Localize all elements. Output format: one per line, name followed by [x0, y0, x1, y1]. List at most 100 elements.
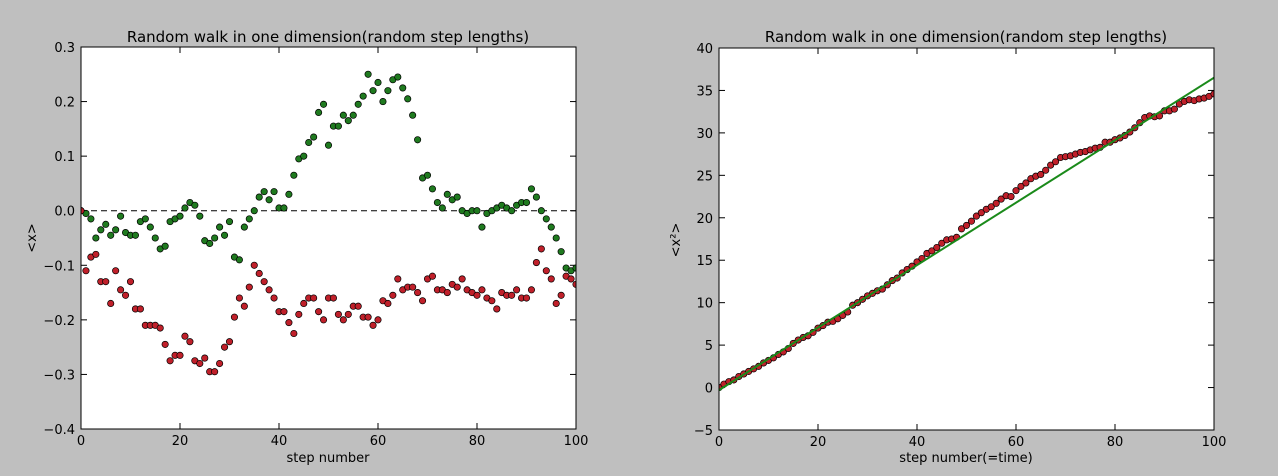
- data-point: [265, 286, 273, 294]
- data-point: [196, 212, 204, 220]
- data-point: [260, 188, 268, 196]
- data-point: [473, 291, 481, 299]
- data-point: [211, 234, 219, 242]
- x-tick-label: 60: [370, 434, 387, 449]
- x-tick-label: 20: [172, 434, 189, 449]
- data-point: [977, 209, 985, 217]
- data-point: [438, 204, 446, 212]
- data-point: [938, 239, 946, 247]
- right-chart-svg: Random walk in one dimension(random step…: [669, 28, 1227, 466]
- data-point: [1042, 166, 1050, 174]
- data-point: [557, 291, 565, 299]
- data-point: [409, 111, 417, 119]
- data-point: [112, 267, 120, 275]
- data-point: [270, 294, 278, 302]
- data-point: [250, 207, 258, 215]
- data-point: [87, 215, 95, 223]
- data-point: [324, 141, 333, 149]
- data-point: [384, 299, 392, 308]
- left-chart-title: Random walk in one dimension(random step…: [127, 28, 529, 46]
- data-point: [962, 221, 971, 229]
- data-point: [359, 92, 367, 100]
- y-tick-label: 0: [705, 382, 713, 397]
- y-tick-label: 25: [696, 169, 713, 184]
- data-point: [310, 294, 318, 302]
- data-point: [349, 111, 357, 119]
- data-point: [329, 294, 338, 302]
- data-point: [206, 239, 214, 248]
- data-point: [967, 217, 976, 225]
- data-point: [280, 204, 288, 212]
- data-point: [532, 193, 540, 201]
- data-point: [240, 302, 248, 310]
- x-tick-label: 80: [1107, 435, 1124, 450]
- data-point: [428, 272, 437, 280]
- data-point: [428, 185, 437, 193]
- data-point: [211, 368, 219, 376]
- data-point: [92, 234, 100, 242]
- data-point: [290, 171, 298, 179]
- x-tick-label: 0: [77, 434, 85, 449]
- data-point: [508, 291, 516, 299]
- data-point: [552, 299, 560, 308]
- plot-background: [719, 48, 1214, 430]
- data-point: [136, 305, 144, 313]
- data-point: [1012, 187, 1020, 195]
- data-point: [414, 136, 422, 144]
- data-point: [290, 329, 298, 338]
- right-chart-panel: Random walk in one dimension(random step…: [640, 0, 1278, 476]
- data-point: [1170, 105, 1178, 113]
- data-point: [146, 223, 154, 231]
- data-point: [176, 351, 184, 359]
- data-point: [319, 316, 328, 324]
- data-point: [300, 299, 308, 308]
- data-point: [102, 220, 110, 228]
- y-tick-label: 30: [696, 127, 713, 142]
- fit-line: [719, 76, 1214, 391]
- y-tick-label: 0.0: [54, 205, 75, 220]
- data-point: [117, 286, 125, 294]
- data-point: [433, 198, 441, 207]
- right-x-axis-label: step number(=time): [899, 451, 1032, 466]
- data-point: [987, 203, 995, 211]
- y-tick-label: −0.1: [43, 259, 75, 274]
- data-point: [1037, 170, 1045, 179]
- data-point: [161, 340, 169, 348]
- x-tick-label: 0: [715, 435, 723, 450]
- data-point: [418, 297, 427, 305]
- data-point: [513, 286, 521, 294]
- data-point: [270, 188, 278, 196]
- data-point: [972, 212, 980, 220]
- data-point: [245, 283, 253, 291]
- y-tick-label: 20: [696, 212, 713, 227]
- y-tick-label: 40: [696, 42, 713, 57]
- data-point: [225, 338, 234, 346]
- data-point: [354, 100, 362, 108]
- left-y-axis-label: <x>: [25, 223, 40, 252]
- right-chart-title: Random walk in one dimension(random step…: [765, 28, 1167, 46]
- x-tick-label: 40: [909, 435, 926, 450]
- x-tick-label: 100: [564, 434, 589, 449]
- data-point: [82, 267, 90, 275]
- y-tick-label: 35: [696, 84, 713, 99]
- data-point: [409, 283, 417, 291]
- data-point: [221, 343, 229, 351]
- left-chart-svg: Random walk in one dimension(random step…: [25, 28, 588, 466]
- data-point: [379, 98, 387, 106]
- data-point: [295, 310, 303, 318]
- data-point: [957, 225, 966, 233]
- plot-marks: [81, 70, 576, 376]
- data-point: [369, 321, 377, 329]
- data-point: [364, 70, 372, 78]
- data-point: [1052, 158, 1060, 166]
- plot-marks: [719, 76, 1214, 392]
- x-tick-label: 60: [1008, 435, 1025, 450]
- data-point: [537, 245, 545, 253]
- data-point: [339, 316, 347, 324]
- left-plot-area: 0 20 40 60 80 100 0.3 0.2 0.1 0.0 −0.1 −0.2 −0.3 −0.4: [43, 41, 588, 449]
- x-tick-label: 100: [1202, 435, 1227, 450]
- data-point: [216, 223, 224, 231]
- data-point: [107, 299, 115, 308]
